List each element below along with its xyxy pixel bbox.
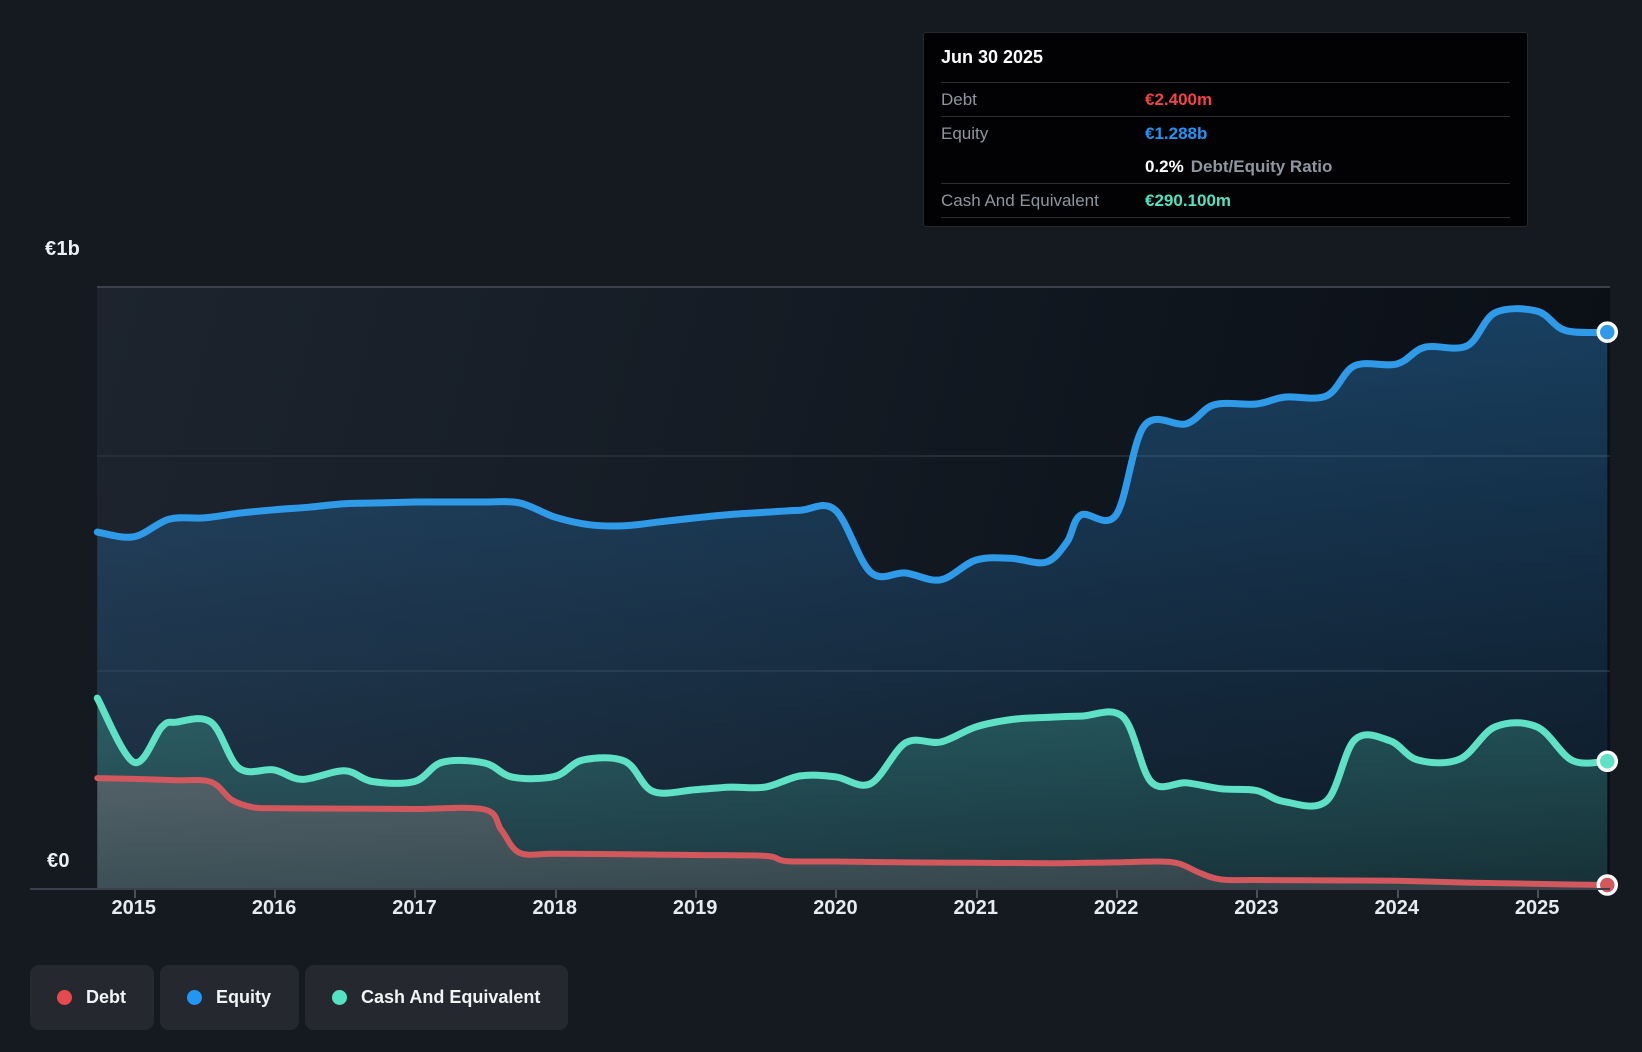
x-axis-year-label: 2021 [916,897,1036,920]
legend-item-debt[interactable]: Debt [30,965,154,1030]
x-axis-year-label: 2015 [74,897,194,920]
y-axis-label-0: €0 [47,850,70,873]
x-axis-year-label: 2025 [1477,897,1597,920]
tooltip-row-equity: Equity €1.288b [941,117,1510,150]
x-axis-year-label: 2016 [214,897,334,920]
tooltip-row-debt: Debt €2.400m [941,83,1510,116]
x-axis-year-label: 2023 [1196,897,1316,920]
area-chart-canvas [97,287,1610,889]
x-axis-year-label: 2024 [1337,897,1457,920]
legend-debt-label: Debt [86,987,126,1008]
cash-dot-icon [332,990,347,1005]
tooltip-debt-label: Debt [941,90,1145,110]
x-axis-year-label: 2019 [635,897,755,920]
x-axis-year-label: 2018 [495,897,615,920]
divider [941,217,1510,218]
legend-item-cash[interactable]: Cash And Equivalent [305,965,568,1030]
debt-equity-history-chart: €1b €0 2015 2016 2017 2018 2019 2020 2021 2022 2… [0,0,1642,1052]
legend-item-equity[interactable]: Equity [160,965,299,1030]
tooltip-row-ratio: 0.2% Debt/Equity Ratio [941,150,1510,183]
chart-legend: Debt Equity Cash And Equivalent [30,965,568,1030]
x-axis-year-label: 2020 [775,897,895,920]
x-axis-year-label: 2017 [354,897,474,920]
chart-tooltip: Jun 30 2025 Debt €2.400m Equity €1.288b … [923,32,1528,227]
tooltip-equity-label: Equity [941,124,1145,144]
equity-dot-icon [187,990,202,1005]
endpoint-marker-cash-and-equivalent[interactable] [1598,752,1616,770]
plot-area[interactable] [97,287,1610,889]
tooltip-date: Jun 30 2025 [941,33,1510,82]
tooltip-equity-value: €1.288b [1145,124,1207,144]
tooltip-debt-value: €2.400m [1145,90,1212,110]
x-axis-line [30,888,1610,890]
tooltip-ratio-label: Debt/Equity Ratio [1191,157,1333,177]
tooltip-row-cash: Cash And Equivalent €290.100m [941,184,1510,217]
tooltip-cash-value: €290.100m [1145,191,1231,211]
tooltip-ratio-value: 0.2% [1145,157,1184,177]
tooltip-cash-label: Cash And Equivalent [941,191,1145,211]
y-axis-label-1b: €1b [45,238,80,261]
x-axis-year-label: 2022 [1056,897,1176,920]
legend-equity-label: Equity [216,987,271,1008]
endpoint-marker-debt[interactable] [1598,876,1616,894]
legend-cash-label: Cash And Equivalent [361,987,540,1008]
debt-dot-icon [57,990,72,1005]
endpoint-marker-equity[interactable] [1598,323,1616,341]
